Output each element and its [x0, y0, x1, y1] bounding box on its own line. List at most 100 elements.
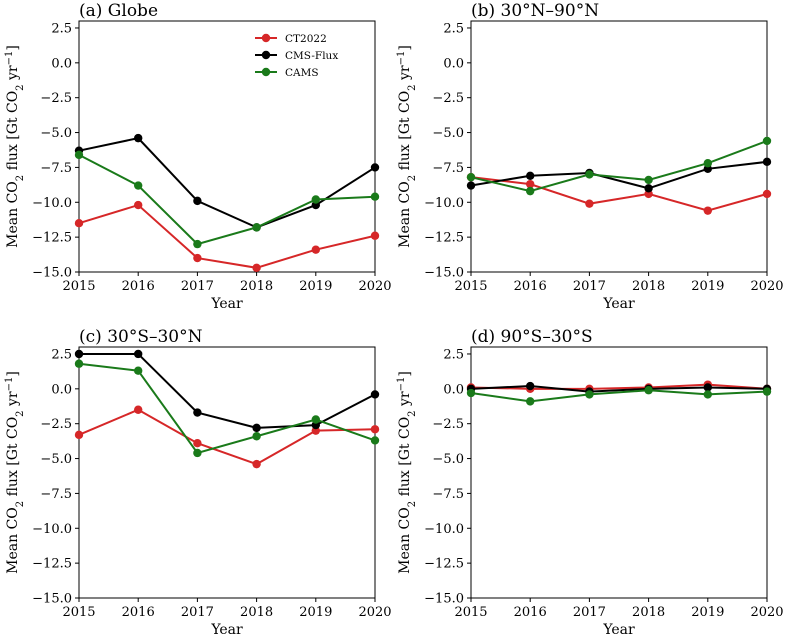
data-point	[644, 175, 653, 185]
data-point	[193, 439, 202, 448]
data-point	[585, 390, 594, 399]
x-tick-label: 2015	[62, 605, 95, 620]
data-point	[311, 415, 320, 424]
data-point	[762, 157, 772, 167]
panel-c: (c) 30°S–30°N 2.5 0.0 −2.5 −5.0 −7.5 −10.0 −12.…	[4, 327, 392, 636]
y-tick-label: −7.5	[40, 487, 72, 502]
data-point	[585, 170, 594, 179]
x-tick-label: 2017	[573, 605, 606, 620]
data-point	[370, 436, 380, 445]
y-tick-label: −10.0	[32, 522, 72, 537]
series-line	[78, 408, 376, 466]
data-point	[526, 397, 535, 406]
y-axis-label: Mean CO2 flux [Gt CO2 yr−1]	[396, 371, 418, 574]
data-point	[74, 359, 84, 368]
y-tick-label: 0.0	[443, 56, 464, 71]
y-tick-label: 2.5	[443, 347, 464, 362]
x-tick-label: 2020	[358, 279, 391, 294]
data-point	[311, 245, 320, 254]
panel-title: (c) 30°S–30°N	[79, 327, 203, 347]
panel-d: (d) 90°S–30°S 2.5 0.0 −2.5 −5.0 −7.5 −10.0 −12.…	[396, 327, 784, 636]
y-axis-label: Mean CO2 flux [Gt CO2 yr−1]	[4, 371, 26, 574]
x-tick-label: 2018	[240, 605, 273, 620]
y-tick-label: 2.5	[443, 21, 464, 36]
x-tick-label: 2017	[573, 279, 606, 294]
data-point	[252, 432, 261, 441]
x-tick-label: 2019	[691, 605, 724, 620]
panel-title: (a) Globe	[79, 1, 158, 21]
panel-title: (d) 90°S–30°S	[471, 327, 593, 347]
series-cams	[74, 150, 380, 249]
y-tick-label: −5.0	[40, 126, 72, 141]
data-point	[252, 423, 261, 433]
x-tick-label: 2018	[240, 279, 273, 294]
y-tick-label: 0.0	[51, 56, 72, 71]
y-tick-label: −12.5	[424, 231, 464, 246]
y-tick-label: −12.5	[32, 231, 72, 246]
y-tick-label: −10.0	[424, 522, 464, 537]
series-line	[470, 389, 768, 403]
data-point	[703, 390, 712, 399]
y-tick-label: −7.5	[432, 487, 464, 502]
series-line	[470, 383, 768, 390]
y-tick-label: −12.5	[424, 557, 464, 572]
data-point	[311, 195, 320, 204]
y-tick-label: −2.5	[40, 417, 72, 432]
y-tick-label: −15.0	[424, 266, 464, 281]
x-tick-label: 2018	[632, 279, 665, 294]
x-tick-label: 2015	[454, 279, 487, 294]
x-tick-label: 2016	[514, 279, 547, 294]
y-axis-label: Mean CO2 flux [Gt CO2 yr−1]	[4, 45, 26, 248]
x-axis-label: Year	[602, 622, 635, 636]
data-point	[74, 150, 84, 160]
data-point	[370, 425, 380, 434]
data-point	[526, 381, 535, 391]
y-tick-label: −2.5	[40, 91, 72, 106]
y-tick-label: −7.5	[40, 161, 72, 176]
y-axis-label: Mean CO2 flux [Gt CO2 yr−1]	[396, 45, 418, 248]
series-cams	[466, 386, 772, 406]
series-ct2022	[74, 200, 380, 273]
data-point	[193, 196, 202, 206]
panel-b: (b) 30°N–90°N 2.5 0.0 −2.5 −5.0 −7.5 −10.0 −12.…	[396, 1, 784, 312]
data-point	[644, 184, 653, 193]
data-point	[252, 459, 261, 469]
x-tick-label: 2018	[632, 605, 665, 620]
x-tick-label: 2016	[514, 605, 547, 620]
data-point	[585, 199, 594, 208]
data-point	[134, 181, 143, 190]
x-tick-label: 2016	[122, 605, 155, 620]
data-point	[762, 189, 772, 199]
data-point	[134, 366, 143, 375]
series-line	[78, 362, 376, 455]
data-point	[134, 133, 143, 143]
y-tick-label: −15.0	[424, 592, 464, 607]
y-tick-label: −5.0	[432, 452, 464, 467]
x-tick-label: 2017	[181, 605, 214, 620]
series-line	[470, 139, 768, 193]
y-tick-label: −5.0	[40, 452, 72, 467]
y-tick-label: −10.0	[32, 196, 72, 211]
x-tick-label: 2020	[750, 605, 783, 620]
data-point	[370, 231, 380, 240]
data-point	[370, 192, 380, 201]
y-tick-label: −15.0	[32, 592, 72, 607]
data-point	[526, 171, 535, 180]
data-point	[466, 172, 476, 182]
data-point	[193, 408, 202, 417]
data-point	[74, 430, 84, 440]
y-tick-label: 0.0	[51, 382, 72, 397]
data-point	[134, 200, 143, 210]
data-point	[526, 186, 535, 196]
data-point	[644, 386, 653, 395]
y-tick-label: −7.5	[432, 161, 464, 176]
data-point	[74, 218, 84, 228]
data-point	[703, 159, 712, 168]
data-point	[762, 136, 772, 146]
y-tick-label: 2.5	[51, 21, 72, 36]
data-point	[703, 206, 712, 215]
legend-marker	[261, 50, 271, 60]
x-axis-label: Year	[210, 296, 243, 312]
series-line	[78, 137, 376, 229]
data-point	[252, 223, 261, 232]
